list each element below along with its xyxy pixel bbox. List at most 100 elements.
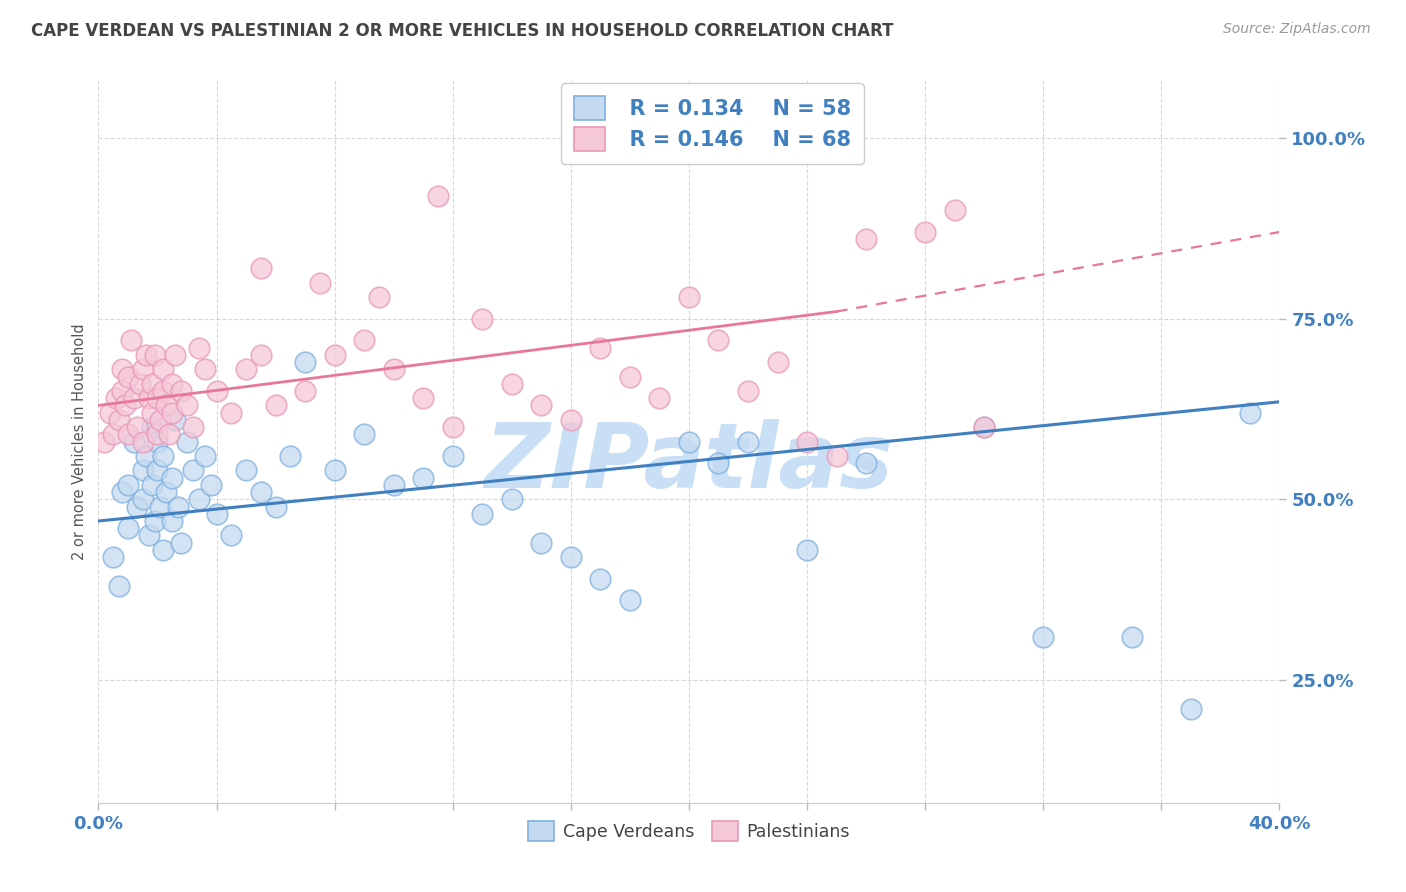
Point xyxy=(250,261,273,276)
Point xyxy=(165,413,187,427)
Point xyxy=(128,376,150,391)
Point xyxy=(181,420,204,434)
Point xyxy=(205,507,228,521)
Point xyxy=(678,434,700,449)
Point xyxy=(103,550,125,565)
Point xyxy=(250,485,273,500)
Point xyxy=(737,434,759,449)
Point xyxy=(914,225,936,239)
Point xyxy=(162,376,183,391)
Point xyxy=(111,485,134,500)
Point xyxy=(194,449,217,463)
Point xyxy=(122,434,145,449)
Point xyxy=(152,542,174,557)
Point xyxy=(796,542,818,557)
Point xyxy=(152,449,174,463)
Point xyxy=(766,355,789,369)
Point xyxy=(167,500,190,514)
Point xyxy=(707,334,730,348)
Point xyxy=(157,427,180,442)
Point xyxy=(589,341,612,355)
Point xyxy=(117,478,139,492)
Point xyxy=(143,348,166,362)
Point xyxy=(132,434,155,449)
Legend: Cape Verdeans, Palestinians: Cape Verdeans, Palestinians xyxy=(522,814,856,848)
Point xyxy=(1180,702,1202,716)
Point xyxy=(501,492,523,507)
Point xyxy=(152,362,174,376)
Point xyxy=(146,427,169,442)
Point xyxy=(152,384,174,398)
Text: CAPE VERDEAN VS PALESTINIAN 2 OR MORE VEHICLES IN HOUSEHOLD CORRELATION CHART: CAPE VERDEAN VS PALESTINIAN 2 OR MORE VE… xyxy=(31,22,893,40)
Point xyxy=(973,420,995,434)
Point xyxy=(194,362,217,376)
Point xyxy=(353,334,375,348)
Point xyxy=(141,478,163,492)
Point xyxy=(165,348,187,362)
Point xyxy=(1121,630,1143,644)
Point xyxy=(146,434,169,449)
Point xyxy=(103,427,125,442)
Point xyxy=(619,369,641,384)
Point xyxy=(176,398,198,412)
Point xyxy=(138,528,160,542)
Point xyxy=(855,232,877,246)
Point xyxy=(117,427,139,442)
Point xyxy=(122,391,145,405)
Point xyxy=(368,290,391,304)
Point xyxy=(187,492,209,507)
Point xyxy=(973,420,995,434)
Point xyxy=(162,514,183,528)
Point xyxy=(943,203,966,218)
Point xyxy=(589,572,612,586)
Point xyxy=(560,413,582,427)
Point xyxy=(125,500,148,514)
Point xyxy=(323,348,346,362)
Point xyxy=(250,348,273,362)
Point xyxy=(149,413,172,427)
Y-axis label: 2 or more Vehicles in Household: 2 or more Vehicles in Household xyxy=(72,323,87,560)
Point xyxy=(132,362,155,376)
Point xyxy=(796,434,818,449)
Point xyxy=(155,485,177,500)
Point xyxy=(707,456,730,470)
Point xyxy=(560,550,582,565)
Point xyxy=(427,189,450,203)
Point xyxy=(200,478,222,492)
Point xyxy=(264,500,287,514)
Point xyxy=(117,369,139,384)
Point xyxy=(108,413,131,427)
Point xyxy=(146,463,169,477)
Point xyxy=(155,398,177,412)
Point xyxy=(117,521,139,535)
Point xyxy=(412,470,434,484)
Point xyxy=(135,348,157,362)
Point xyxy=(114,398,136,412)
Point xyxy=(412,391,434,405)
Point xyxy=(125,420,148,434)
Point xyxy=(235,463,257,477)
Point xyxy=(294,355,316,369)
Point xyxy=(176,434,198,449)
Point xyxy=(382,478,405,492)
Point xyxy=(111,384,134,398)
Point xyxy=(678,290,700,304)
Point xyxy=(294,384,316,398)
Point xyxy=(141,420,163,434)
Point xyxy=(162,406,183,420)
Point xyxy=(619,593,641,607)
Point xyxy=(353,427,375,442)
Point xyxy=(737,384,759,398)
Point xyxy=(187,341,209,355)
Point xyxy=(382,362,405,376)
Point xyxy=(143,514,166,528)
Point xyxy=(181,463,204,477)
Point xyxy=(141,406,163,420)
Point xyxy=(825,449,848,463)
Point xyxy=(323,463,346,477)
Point xyxy=(855,456,877,470)
Point xyxy=(441,449,464,463)
Text: ZIPatlas: ZIPatlas xyxy=(485,419,893,508)
Point xyxy=(138,391,160,405)
Point xyxy=(111,362,134,376)
